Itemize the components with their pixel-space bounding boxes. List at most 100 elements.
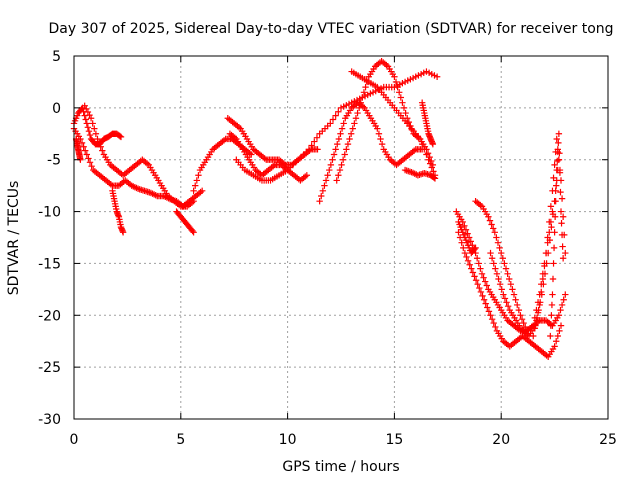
- data-point: [556, 169, 564, 176]
- data-point: [490, 319, 497, 327]
- data-point: [352, 115, 360, 122]
- data-point: [496, 244, 503, 252]
- data-point: [557, 177, 565, 184]
- data-point: [495, 275, 502, 283]
- data-point: [190, 187, 197, 195]
- data-point: [329, 116, 337, 123]
- data-point: [97, 143, 104, 150]
- data-point: [338, 125, 346, 132]
- data-point: [555, 312, 563, 319]
- data-point: [189, 227, 196, 235]
- data-point: [562, 291, 569, 298]
- series-track-16: [418, 99, 437, 148]
- y-axis-label: SDTVAR / TECUs: [6, 181, 22, 296]
- data-point: [475, 260, 482, 267]
- data-point: [559, 255, 567, 262]
- data-point: [498, 286, 505, 293]
- data-point: [464, 257, 472, 265]
- data-point: [190, 229, 197, 236]
- series-track-12: [316, 99, 426, 205]
- y-tick-label: 5: [52, 49, 61, 65]
- x-tick-label: 15: [385, 432, 403, 448]
- data-point: [530, 332, 537, 340]
- data-point: [557, 188, 564, 196]
- data-point: [488, 315, 496, 323]
- data-point: [308, 142, 315, 149]
- data-point: [555, 156, 563, 163]
- data-point: [514, 301, 521, 309]
- data-point: [489, 225, 497, 232]
- data-point: [375, 130, 383, 137]
- data-point: [94, 135, 101, 143]
- series-track-11: [284, 68, 441, 174]
- data-point: [490, 260, 497, 267]
- data-point: [557, 322, 565, 329]
- data-point: [338, 161, 345, 169]
- data-point: [318, 192, 325, 200]
- data-point: [481, 278, 489, 285]
- data-point: [515, 306, 523, 314]
- data-point: [555, 139, 562, 147]
- data-point: [549, 275, 557, 283]
- data-point: [560, 296, 567, 303]
- data-point: [546, 218, 553, 226]
- data-point: [467, 238, 474, 245]
- data-point: [88, 162, 95, 170]
- data-point: [193, 177, 201, 184]
- data-point: [429, 140, 437, 148]
- data-point: [347, 130, 355, 137]
- data-point: [512, 296, 519, 303]
- data-point: [329, 156, 336, 163]
- data-point: [501, 260, 508, 267]
- data-point: [416, 135, 424, 143]
- data-point: [485, 308, 493, 315]
- data-point: [198, 187, 206, 195]
- series-track-21: [530, 135, 569, 340]
- data-point: [541, 270, 549, 277]
- data-point: [542, 249, 550, 257]
- data-point: [477, 288, 485, 296]
- data-point: [91, 125, 98, 132]
- data-point: [506, 275, 513, 283]
- data-point: [504, 303, 512, 310]
- data-point: [472, 244, 479, 252]
- data-point: [428, 164, 435, 171]
- data-point: [84, 124, 92, 131]
- data-point: [517, 312, 524, 319]
- data-point: [494, 239, 502, 246]
- data-point: [559, 213, 567, 220]
- data-point: [335, 135, 343, 143]
- data-point: [553, 135, 560, 143]
- data-point: [485, 213, 492, 220]
- data-point: [83, 151, 91, 158]
- data-point: [501, 295, 509, 302]
- data-point: [354, 109, 361, 117]
- y-tick-label: -25: [38, 360, 61, 376]
- data-point: [480, 296, 488, 303]
- data-point: [355, 104, 363, 112]
- data-point: [538, 288, 545, 296]
- y-tick-label: -15: [38, 256, 61, 272]
- data-point: [558, 220, 565, 227]
- data-point: [493, 270, 501, 277]
- data-point: [548, 223, 555, 231]
- data-point: [471, 273, 478, 280]
- data-point: [488, 221, 495, 228]
- data-point: [85, 155, 92, 162]
- data-point: [84, 108, 92, 116]
- data-point: [562, 249, 569, 257]
- data-point: [558, 231, 566, 239]
- data-point: [399, 99, 406, 106]
- data-point: [550, 260, 557, 267]
- data-point: [116, 132, 124, 140]
- x-tick-label: 10: [279, 432, 297, 448]
- data-point: [424, 150, 432, 157]
- data-point: [397, 94, 405, 101]
- axis-ticks: 0 5 10 15 20 25 5 0 -5 -10 -15 -20 -25 -30: [38, 49, 617, 448]
- series-track-22: [547, 130, 567, 340]
- data-point: [472, 277, 480, 284]
- data-point: [541, 262, 548, 270]
- data-point: [400, 104, 408, 112]
- data-point: [547, 322, 555, 329]
- chart-title: Day 307 of 2025, Sidereal Day-to-day VTE…: [48, 21, 613, 37]
